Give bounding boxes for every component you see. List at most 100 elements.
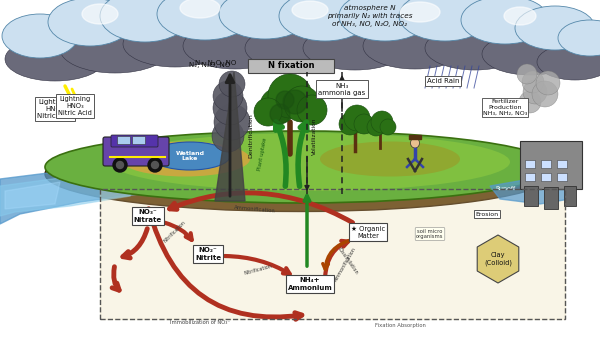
Bar [544, 187, 558, 209]
Ellipse shape [45, 136, 555, 211]
Ellipse shape [297, 95, 327, 125]
Text: Erosion: Erosion [475, 211, 499, 217]
Ellipse shape [45, 131, 555, 203]
Ellipse shape [157, 0, 253, 40]
Bar [557, 173, 567, 181]
Ellipse shape [254, 98, 282, 126]
Polygon shape [5, 182, 60, 209]
Ellipse shape [245, 26, 345, 70]
Ellipse shape [283, 90, 307, 114]
Ellipse shape [303, 26, 407, 70]
Ellipse shape [537, 44, 600, 80]
Text: NH₃
ammonia gas: NH₃ ammonia gas [319, 83, 365, 95]
Bar [409, 135, 421, 139]
Text: atmosphere N
primarily N₂ with traces
of NH₃, NO, N₂O, NO₂: atmosphere N primarily N₂ with traces of… [327, 5, 413, 27]
Ellipse shape [522, 71, 544, 93]
Ellipse shape [400, 2, 440, 22]
Ellipse shape [214, 104, 250, 140]
Ellipse shape [2, 14, 78, 58]
Ellipse shape [339, 0, 431, 41]
Ellipse shape [150, 142, 230, 170]
Bar [100, 189, 565, 319]
Ellipse shape [504, 7, 536, 25]
Bar [520, 141, 582, 189]
FancyBboxPatch shape [133, 136, 146, 145]
Text: Dissimilation: Dissimilation [337, 247, 359, 276]
Text: Plant uptake: Plant uptake [257, 137, 268, 171]
Ellipse shape [82, 4, 118, 24]
Ellipse shape [183, 23, 287, 69]
Ellipse shape [279, 0, 371, 41]
Ellipse shape [523, 80, 547, 104]
Ellipse shape [367, 118, 385, 136]
Ellipse shape [532, 81, 558, 107]
Text: Immobilization of NO₃⁻: Immobilization of NO₃⁻ [170, 320, 230, 324]
Ellipse shape [123, 21, 227, 67]
Ellipse shape [399, 0, 491, 41]
Polygon shape [490, 179, 570, 204]
Ellipse shape [213, 81, 243, 111]
Ellipse shape [344, 105, 370, 131]
Text: N₂, N₂O, NO: N₂, N₂O, NO [190, 62, 230, 68]
Text: Runoff: Runoff [495, 186, 515, 191]
Bar [525, 160, 535, 168]
Bar [525, 173, 535, 181]
Bar [541, 160, 551, 168]
Bar [557, 160, 567, 168]
FancyBboxPatch shape [248, 59, 334, 72]
Ellipse shape [60, 25, 170, 73]
FancyBboxPatch shape [111, 135, 158, 147]
Polygon shape [0, 169, 145, 224]
Ellipse shape [380, 119, 396, 135]
Bar [100, 189, 565, 319]
Ellipse shape [48, 0, 132, 46]
Ellipse shape [213, 91, 247, 125]
Ellipse shape [260, 88, 296, 124]
Text: Volatilization: Volatilization [312, 117, 317, 155]
Text: Denitrification: Denitrification [248, 114, 253, 158]
Text: Wetland
Lake: Wetland Lake [176, 151, 205, 161]
Ellipse shape [482, 33, 578, 75]
Ellipse shape [320, 142, 460, 177]
Ellipse shape [212, 120, 244, 152]
Text: Acid Rain: Acid Rain [427, 78, 459, 84]
Text: soil micro
organisms: soil micro organisms [416, 229, 444, 240]
Ellipse shape [110, 133, 510, 191]
Text: Nitrification: Nitrification [163, 220, 187, 244]
Ellipse shape [113, 158, 127, 172]
FancyBboxPatch shape [103, 137, 169, 166]
Bar [564, 186, 576, 206]
Ellipse shape [268, 74, 312, 118]
Ellipse shape [536, 71, 560, 95]
Text: Ammonification: Ammonification [333, 246, 357, 282]
Ellipse shape [519, 91, 541, 113]
Text: Clay
(Colloid): Clay (Colloid) [484, 252, 512, 266]
Text: N₂, N₂O, NO: N₂, N₂O, NO [195, 60, 236, 66]
Ellipse shape [371, 111, 393, 133]
Ellipse shape [410, 138, 419, 148]
Ellipse shape [148, 158, 162, 172]
Text: Nitrification: Nitrification [244, 264, 272, 276]
Ellipse shape [461, 0, 549, 44]
Polygon shape [215, 72, 245, 201]
Text: N fixation: N fixation [268, 61, 314, 70]
Ellipse shape [425, 26, 525, 70]
Ellipse shape [180, 0, 220, 18]
Text: NO₃⁻
Nitrate: NO₃⁻ Nitrate [134, 210, 162, 222]
FancyBboxPatch shape [118, 136, 131, 145]
Ellipse shape [292, 1, 328, 19]
Ellipse shape [558, 20, 600, 56]
Ellipse shape [363, 23, 467, 69]
Text: Ammonification: Ammonification [234, 205, 276, 213]
Ellipse shape [270, 104, 290, 124]
Ellipse shape [515, 6, 595, 50]
Text: NO₂⁻
Nitrite: NO₂⁻ Nitrite [195, 248, 221, 261]
Text: ★ Organic
Matter: ★ Organic Matter [351, 225, 385, 238]
Ellipse shape [219, 0, 311, 39]
Ellipse shape [120, 142, 250, 177]
Ellipse shape [276, 91, 294, 109]
Bar [541, 173, 551, 181]
Ellipse shape [339, 113, 361, 135]
Text: NH₄+
Ammonium: NH₄+ Ammonium [287, 277, 332, 290]
Text: Lightning
HNO₃
Nitric Acid: Lightning HNO₃ Nitric Acid [37, 99, 73, 119]
